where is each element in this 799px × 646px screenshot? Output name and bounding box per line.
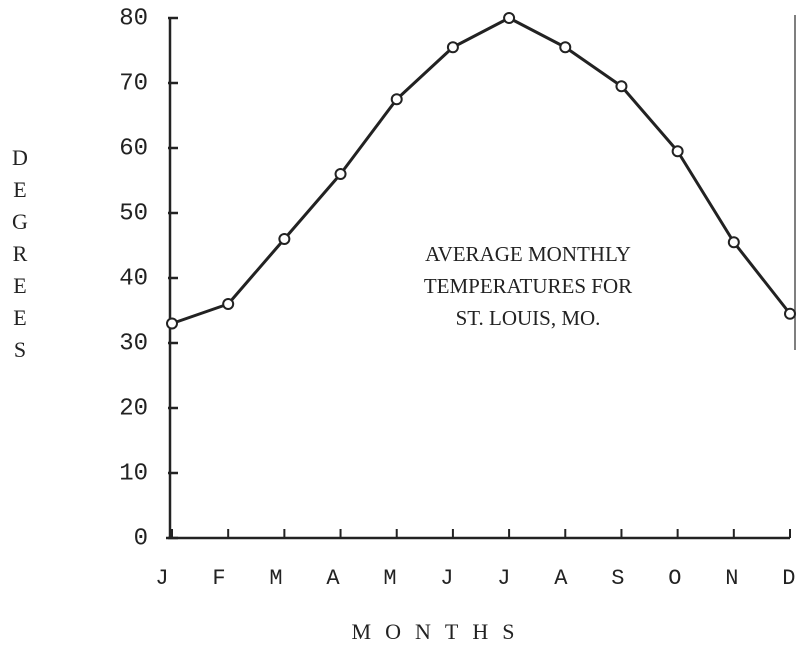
point: [166, 317, 178, 330]
point: [559, 41, 572, 54]
x-tick-label: N: [725, 566, 738, 591]
annotation: ST. LOUIS, MO.: [456, 306, 601, 330]
point: [503, 12, 516, 24]
y-tick-label: 0: [134, 525, 148, 552]
x-tick-label: J: [497, 566, 510, 591]
x-tick-label: F: [212, 566, 225, 591]
x-tick-label: J: [440, 566, 453, 591]
x-tick-label: S: [611, 566, 624, 591]
point: [784, 307, 796, 320]
y-tick-label: 40: [119, 265, 148, 292]
point: [334, 168, 347, 180]
y-tick-label: 70: [119, 70, 148, 97]
annotation: TEMPERATURES FOR: [424, 274, 632, 298]
point: [278, 233, 291, 245]
x-tick-label: J: [155, 566, 168, 591]
point: [390, 93, 403, 106]
y-tick-label: 30: [119, 330, 148, 357]
y-tick-label: 10: [119, 460, 148, 487]
y-tick-label: 20: [119, 395, 148, 422]
y-tick-label: 50: [119, 200, 148, 227]
point: [446, 41, 459, 54]
x-tick-label: M: [269, 566, 282, 591]
annotation: AVERAGE MONTHLY: [425, 242, 631, 266]
y-tick-label: 80: [119, 5, 148, 32]
y-tick-label: 60: [119, 135, 148, 162]
x-axis-label: MONTHS: [352, 619, 529, 644]
x-tick-label: D: [782, 566, 795, 591]
x-tick-label: A: [554, 566, 568, 591]
x-tick-label: M: [383, 566, 396, 591]
point: [671, 145, 684, 158]
point: [615, 80, 628, 93]
point: [222, 298, 235, 310]
x-tick-label: O: [668, 566, 681, 591]
series-line: [171, 16, 792, 325]
x-tick-label: A: [326, 566, 340, 591]
point: [727, 236, 740, 249]
